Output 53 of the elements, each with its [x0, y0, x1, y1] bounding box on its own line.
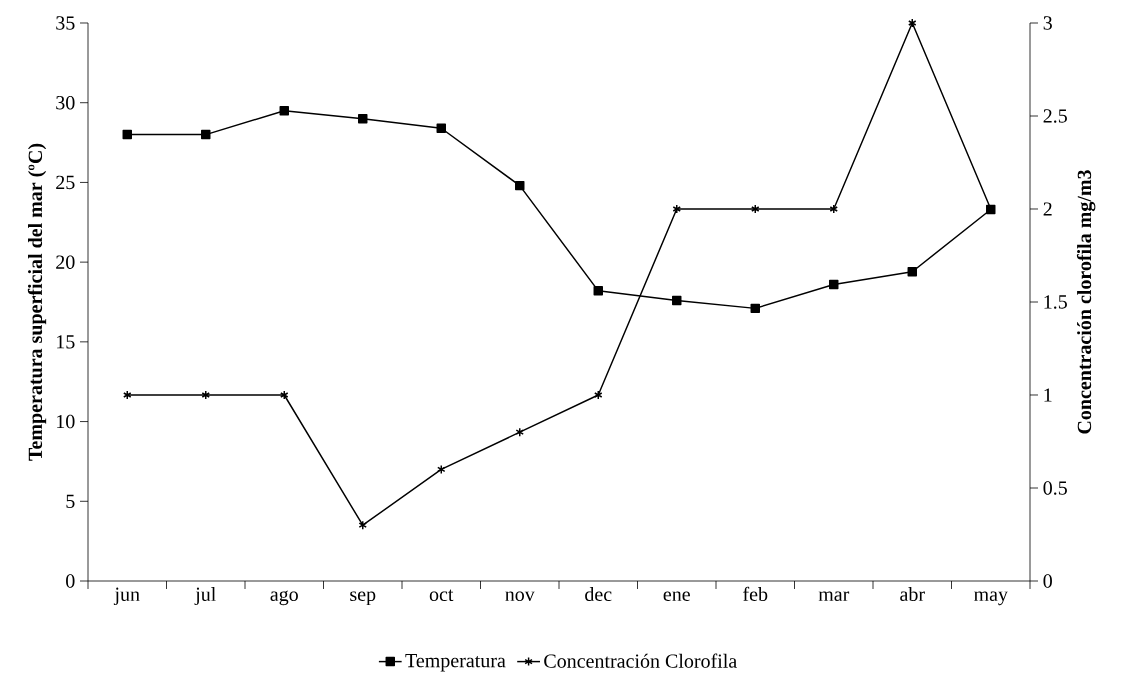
- point: [594, 390, 603, 400]
- point: [908, 18, 917, 28]
- point: [907, 266, 917, 277]
- y2-tick-label: 0.5: [1043, 481, 1067, 495]
- point: [123, 390, 132, 400]
- point: [672, 295, 682, 306]
- y2-tick-label: 2.5: [1043, 109, 1067, 123]
- x-tick-label: sep: [350, 591, 376, 606]
- point: [829, 279, 839, 290]
- point: [750, 303, 760, 314]
- y-tick-label: 35: [56, 16, 75, 30]
- legend-label: Concentración Clorofila: [544, 653, 737, 668]
- y-tick-label: 25: [56, 175, 75, 190]
- y-tick-label: 20: [56, 255, 75, 269]
- point: [437, 464, 446, 475]
- y2-axis-title: Concentración clorofila mg/m3: [1076, 170, 1096, 434]
- point: [436, 123, 446, 133]
- point: [515, 180, 525, 191]
- y2-tick-label: 2: [1043, 202, 1052, 216]
- y2-tick-label: 3: [1043, 16, 1052, 30]
- x-tick-label: nov: [505, 591, 535, 602]
- x-tick-label: mar: [818, 591, 850, 602]
- y2-tick-label: 1.5: [1044, 295, 1067, 309]
- point: [280, 390, 289, 400]
- x-tick-label: abr: [900, 586, 925, 602]
- y-tick-label: 30: [56, 95, 75, 110]
- x-tick-label: oct: [429, 589, 454, 602]
- legend-label: Temperatura: [405, 654, 506, 672]
- x-tick-label: ene: [663, 591, 690, 602]
- point: [829, 204, 838, 214]
- point: [515, 427, 524, 437]
- point: [751, 204, 760, 214]
- y-tick-label: 15: [57, 335, 75, 349]
- point: [358, 520, 367, 530]
- point: [201, 390, 210, 400]
- point: [201, 129, 211, 140]
- point: [358, 113, 368, 124]
- x-tick-label: feb: [743, 586, 768, 602]
- x-tick-label: dec: [585, 586, 612, 602]
- x-tick-label: jun: [113, 587, 140, 606]
- y2-tick-label: 0: [1043, 574, 1052, 588]
- point: [279, 105, 289, 116]
- y-axis-title: Temperatura superficial del mar (ºC): [27, 143, 47, 461]
- y2-tick-label: 1: [1044, 388, 1052, 402]
- point: [122, 129, 132, 140]
- y-tick-label: 5: [66, 494, 75, 508]
- point: [672, 204, 681, 214]
- x-tick-label: ago: [270, 590, 298, 606]
- y-tick-label: 0: [66, 574, 75, 588]
- y-tick-label: 10: [57, 414, 75, 429]
- point: [593, 286, 603, 296]
- x-tick-label: may: [973, 591, 1008, 606]
- x-tick-label: jul: [194, 586, 216, 606]
